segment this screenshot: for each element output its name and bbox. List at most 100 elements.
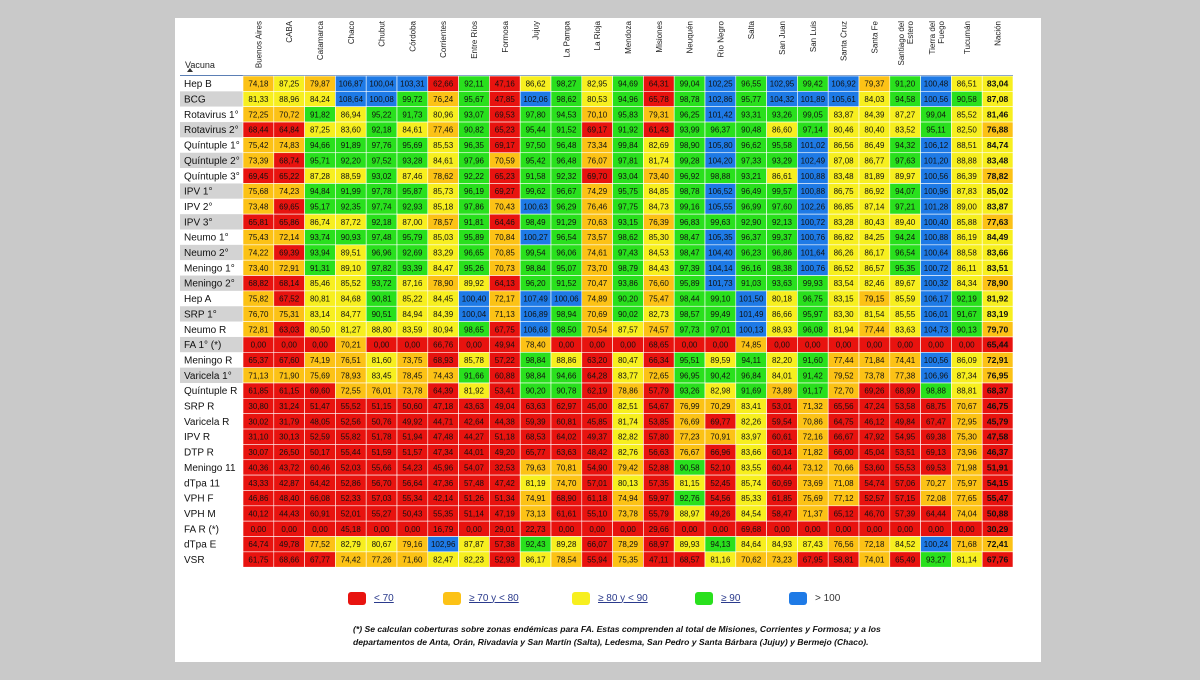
cell-value: 49,37 — [587, 433, 608, 442]
cell-value: 48,05 — [310, 417, 331, 426]
cell-value: 75,68 — [248, 187, 269, 196]
cell-value: 84,49 — [987, 232, 1009, 242]
cell-value: 49,94 — [495, 341, 516, 350]
cell-value: 107,49 — [523, 295, 548, 304]
cell-value: 89,51 — [341, 249, 362, 258]
cell-value: 83,29 — [433, 249, 454, 258]
cell-value: 91,03 — [741, 279, 762, 288]
cell-value: 98,47 — [680, 233, 701, 242]
cell-value: 64,42 — [310, 479, 331, 488]
cell-value: 77,12 — [834, 494, 855, 503]
cell-value: 95,26 — [464, 264, 485, 273]
cell-value: 68,97 — [649, 540, 670, 549]
cell-value: 70,43 — [495, 202, 516, 211]
cell-value: 78,93 — [341, 371, 362, 380]
cell-value: 73,70 — [587, 264, 608, 273]
row-label-bg — [180, 260, 243, 276]
cell-value: 60,69 — [772, 479, 793, 488]
cell-value: 64,44 — [926, 509, 947, 518]
cell-value: 96,96 — [372, 249, 393, 258]
cell-value: 74,94 — [618, 494, 639, 503]
cell-value: 87,25 — [310, 126, 331, 135]
cell-value: 54,07 — [464, 463, 485, 472]
cell-value: 93,99 — [680, 126, 701, 135]
cell-value: 84,43 — [649, 264, 670, 273]
cell-value: 16,79 — [433, 525, 454, 534]
cell-value: 98,62 — [556, 95, 577, 104]
cell-value: 87,87 — [464, 540, 485, 549]
row-label: Quíntuple 3° — [184, 171, 240, 182]
cell-value: 69,13 — [926, 448, 947, 457]
cell-value: 96,37 — [741, 233, 762, 242]
cell-value: 51,34 — [495, 494, 516, 503]
cell-value: 98,88 — [926, 387, 947, 396]
cell-value: 65,56 — [834, 402, 855, 411]
cell-value: 81,54 — [864, 310, 885, 319]
cell-value: 81,92 — [987, 294, 1009, 304]
cell-value: 49,04 — [495, 402, 516, 411]
cell-value: 95,77 — [741, 95, 762, 104]
cell-value: 81,15 — [680, 479, 701, 488]
cell-value: 82,23 — [464, 556, 485, 565]
cell-value: 64,46 — [495, 218, 516, 227]
cell-value: 84,53 — [649, 249, 670, 258]
cell-value: 91,52 — [556, 279, 577, 288]
cell-value: 97,14 — [803, 126, 824, 135]
cell-value: 44,38 — [495, 417, 516, 426]
cell-value: 90,20 — [526, 387, 547, 396]
cell-value: 84,34 — [957, 279, 978, 288]
row-label: Neumo 2° — [184, 248, 229, 259]
cell-value: 86,17 — [526, 556, 547, 565]
cell-value: 73,13 — [526, 509, 547, 518]
sort-arrow-icon — [187, 68, 193, 72]
cell-value: 100,96 — [924, 187, 949, 196]
cell-value: 68,93 — [433, 356, 454, 365]
cell-value: 101,02 — [801, 141, 826, 150]
row-label: Varicela 1° — [184, 371, 232, 382]
cell-value: 85,03 — [433, 233, 454, 242]
cell-value: 85,46 — [310, 279, 331, 288]
cell-value: 76,99 — [680, 402, 701, 411]
cell-value: 86,77 — [864, 156, 885, 165]
cell-value: 100,88 — [801, 172, 826, 181]
cell-value: 100,88 — [924, 233, 949, 242]
cell-value: 94,66 — [556, 371, 577, 380]
cell-value: 84,39 — [433, 310, 454, 319]
cell-value: 55,79 — [649, 509, 670, 518]
row-label: SRP R — [184, 402, 214, 413]
cell-value: 88,59 — [341, 172, 362, 181]
cell-value: 73,78 — [864, 371, 885, 380]
cell-value: 83,59 — [402, 325, 423, 334]
cell-value: 0,00 — [589, 341, 605, 350]
cell-value: 83,41 — [741, 402, 762, 411]
cell-value: 60,46 — [310, 463, 331, 472]
cell-value: 97,52 — [372, 156, 393, 165]
cell-value: 101,64 — [801, 249, 826, 258]
cell-value: 93,94 — [310, 249, 331, 258]
cell-value: 66,76 — [433, 341, 454, 350]
cell-value: 84,68 — [341, 295, 362, 304]
cell-value: 87,16 — [402, 279, 423, 288]
column-header: Tucumán — [963, 21, 972, 54]
cell-value: 97,75 — [618, 202, 639, 211]
cell-value: 91,20 — [895, 80, 916, 89]
cell-value: 95,75 — [618, 187, 639, 196]
footnote-line-1: (*) Se calculan coberturas sobre zonas e… — [353, 624, 881, 634]
cell-value: 60,91 — [310, 509, 331, 518]
legend-item-80-90: ≥ 80 y < 90 — [572, 588, 648, 608]
cell-value: 83,97 — [741, 433, 762, 442]
cell-value: 81,94 — [834, 325, 855, 334]
column-header: La Rioja — [593, 20, 602, 50]
cell-value: 86,19 — [957, 233, 978, 242]
cell-value: 85,55 — [895, 310, 916, 319]
cell-value: 97,78 — [372, 187, 393, 196]
cell-value: 92,22 — [464, 172, 485, 181]
cell-value: 72,08 — [926, 494, 947, 503]
cell-value: 84,24 — [310, 95, 331, 104]
cell-value: 73,12 — [803, 463, 824, 472]
cell-value: 89,28 — [556, 540, 577, 549]
cell-value: 100,24 — [924, 540, 949, 549]
cell-value: 69,17 — [495, 141, 516, 150]
cell-value: 67,95 — [803, 556, 824, 565]
cell-value: 88,58 — [957, 249, 978, 258]
